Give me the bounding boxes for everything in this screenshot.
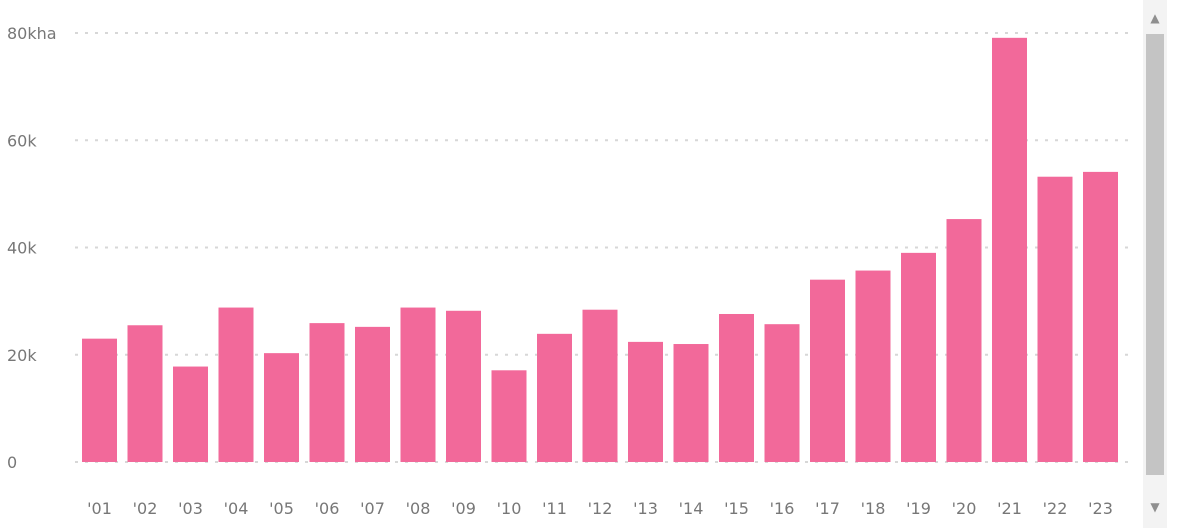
x-tick-label-02: '02 (133, 499, 158, 518)
x-tick-label-05: '05 (269, 499, 294, 518)
bar-19[interactable] (901, 252, 936, 462)
bar-08[interactable] (400, 307, 436, 462)
y-tick-label-0: 0 (7, 453, 17, 472)
x-tick-label-16: '16 (770, 499, 795, 518)
x-axis: '01 '02 '03 '04 '05 '06 '07 '08 '09 '10 '11 '12 '13 '… (87, 499, 1113, 518)
scroll-up-arrow-icon[interactable]: ▲ (1150, 11, 1160, 25)
scroll-thumb[interactable] (1146, 34, 1164, 475)
y-tick-label-4: 80kha (7, 24, 57, 43)
y-tick-label-1: 20k (7, 346, 37, 365)
bar-02[interactable] (127, 325, 163, 462)
x-tick-label-08: '08 (406, 499, 431, 518)
bar-01[interactable] (82, 338, 117, 462)
bar-20[interactable] (946, 219, 982, 462)
x-tick-label-04: '04 (224, 499, 249, 518)
bar-17[interactable] (810, 279, 845, 462)
bar-04[interactable] (218, 307, 254, 462)
bar-21[interactable] (992, 37, 1027, 463)
bar-13[interactable] (628, 341, 663, 462)
x-tick-label-17: '17 (815, 499, 840, 518)
x-tick-label-13: '13 (633, 499, 658, 518)
bar-18[interactable] (855, 270, 891, 462)
bar-03[interactable] (173, 366, 208, 462)
x-tick-label-01: '01 (87, 499, 112, 518)
bar-10[interactable] (491, 370, 527, 462)
bar-23[interactable] (1083, 171, 1118, 463)
x-tick-label-11: '11 (542, 499, 567, 518)
x-tick-label-07: '07 (360, 499, 385, 518)
vertical-scrollbar[interactable]: ▲ ▼ (1143, 0, 1167, 528)
x-tick-label-21: '21 (997, 499, 1022, 518)
bar-16[interactable] (764, 324, 800, 462)
scroll-down-arrow-icon[interactable]: ▼ (1150, 500, 1160, 514)
y-tick-label-2: 40k (7, 239, 37, 258)
bar-05[interactable] (264, 353, 299, 462)
bar-06[interactable] (309, 323, 345, 462)
bar-22[interactable] (1037, 176, 1073, 462)
x-tick-label-09: '09 (451, 499, 476, 518)
bar-15[interactable] (719, 313, 754, 462)
bar-11[interactable] (537, 333, 572, 462)
x-tick-label-15: '15 (724, 499, 749, 518)
x-tick-label-23: '23 (1088, 499, 1113, 518)
x-tick-label-18: '18 (861, 499, 886, 518)
bars (82, 37, 1118, 463)
bar-12[interactable] (582, 309, 618, 462)
x-tick-label-14: '14 (679, 499, 704, 518)
bar-07[interactable] (355, 326, 390, 462)
x-tick-label-12: '12 (588, 499, 613, 518)
x-tick-label-20: '20 (952, 499, 977, 518)
x-tick-label-03: '03 (178, 499, 203, 518)
bar-14[interactable] (673, 344, 709, 462)
x-tick-label-19: '19 (906, 499, 931, 518)
x-tick-label-06: '06 (315, 499, 340, 518)
bar-09[interactable] (446, 310, 481, 462)
x-tick-label-10: '10 (497, 499, 522, 518)
y-axis: 0 20k 40k 60k 80kha (7, 24, 57, 472)
x-tick-label-22: '22 (1043, 499, 1068, 518)
y-tick-label-3: 60k (7, 131, 37, 150)
